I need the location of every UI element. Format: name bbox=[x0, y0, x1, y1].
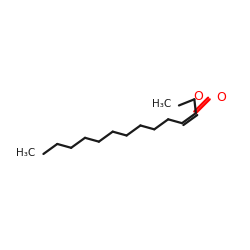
Text: H₃C: H₃C bbox=[152, 99, 171, 109]
Text: O: O bbox=[193, 90, 203, 103]
Text: O: O bbox=[217, 91, 226, 104]
Text: H₃C: H₃C bbox=[16, 148, 36, 158]
